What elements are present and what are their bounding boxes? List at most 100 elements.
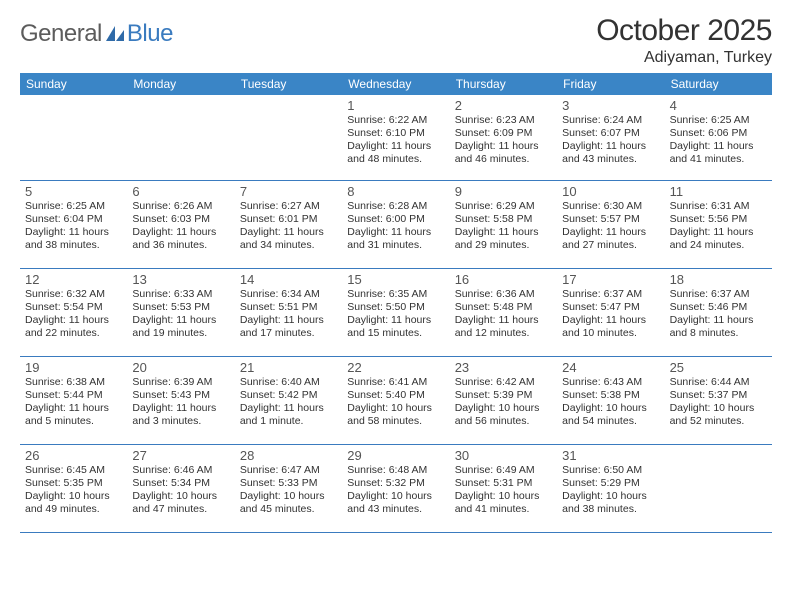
sunrise-text: Sunrise: 6:27 AM bbox=[240, 200, 337, 213]
calendar-day-cell: 30Sunrise: 6:49 AMSunset: 5:31 PMDayligh… bbox=[450, 445, 557, 532]
sunrise-text: Sunrise: 6:50 AM bbox=[562, 464, 659, 477]
sunrise-text: Sunrise: 6:40 AM bbox=[240, 376, 337, 389]
sunset-text: Sunset: 5:31 PM bbox=[455, 477, 552, 490]
sunset-text: Sunset: 5:39 PM bbox=[455, 389, 552, 402]
daylight-text: Daylight: 11 hours and 3 minutes. bbox=[132, 402, 229, 428]
calendar-day-cell: 1Sunrise: 6:22 AMSunset: 6:10 PMDaylight… bbox=[342, 95, 449, 180]
sunset-text: Sunset: 6:07 PM bbox=[562, 127, 659, 140]
sunset-text: Sunset: 5:34 PM bbox=[132, 477, 229, 490]
calendar-day-cell: 23Sunrise: 6:42 AMSunset: 5:39 PMDayligh… bbox=[450, 357, 557, 444]
calendar-day-cell: 26Sunrise: 6:45 AMSunset: 5:35 PMDayligh… bbox=[20, 445, 127, 532]
day-number: 8 bbox=[347, 184, 444, 199]
sunset-text: Sunset: 5:48 PM bbox=[455, 301, 552, 314]
daylight-text: Daylight: 11 hours and 38 minutes. bbox=[25, 226, 122, 252]
day-number: 20 bbox=[132, 360, 229, 375]
day-number: 11 bbox=[670, 184, 767, 199]
calendar-day-cell: 16Sunrise: 6:36 AMSunset: 5:48 PMDayligh… bbox=[450, 269, 557, 356]
daylight-text: Daylight: 10 hours and 47 minutes. bbox=[132, 490, 229, 516]
sunrise-text: Sunrise: 6:37 AM bbox=[562, 288, 659, 301]
day-number: 15 bbox=[347, 272, 444, 287]
sunset-text: Sunset: 6:00 PM bbox=[347, 213, 444, 226]
sunrise-text: Sunrise: 6:33 AM bbox=[132, 288, 229, 301]
sunrise-text: Sunrise: 6:44 AM bbox=[670, 376, 767, 389]
sunset-text: Sunset: 5:58 PM bbox=[455, 213, 552, 226]
sunset-text: Sunset: 6:01 PM bbox=[240, 213, 337, 226]
calendar-week-row: 12Sunrise: 6:32 AMSunset: 5:54 PMDayligh… bbox=[20, 269, 772, 357]
day-number: 12 bbox=[25, 272, 122, 287]
day-number: 25 bbox=[670, 360, 767, 375]
sunset-text: Sunset: 5:29 PM bbox=[562, 477, 659, 490]
brand-word1: General bbox=[20, 20, 102, 48]
weekday-header: Saturday bbox=[665, 73, 772, 95]
sunset-text: Sunset: 5:37 PM bbox=[670, 389, 767, 402]
month-title: October 2025 bbox=[596, 14, 772, 48]
calendar-day-cell: 21Sunrise: 6:40 AMSunset: 5:42 PMDayligh… bbox=[235, 357, 342, 444]
daylight-text: Daylight: 11 hours and 36 minutes. bbox=[132, 226, 229, 252]
calendar-day-cell bbox=[665, 445, 772, 532]
daylight-text: Daylight: 11 hours and 12 minutes. bbox=[455, 314, 552, 340]
daylight-text: Daylight: 11 hours and 43 minutes. bbox=[562, 140, 659, 166]
calendar-day-cell: 10Sunrise: 6:30 AMSunset: 5:57 PMDayligh… bbox=[557, 181, 664, 268]
sunrise-text: Sunrise: 6:49 AM bbox=[455, 464, 552, 477]
calendar-day-cell: 28Sunrise: 6:47 AMSunset: 5:33 PMDayligh… bbox=[235, 445, 342, 532]
day-number: 9 bbox=[455, 184, 552, 199]
daylight-text: Daylight: 11 hours and 31 minutes. bbox=[347, 226, 444, 252]
day-number: 28 bbox=[240, 448, 337, 463]
sunset-text: Sunset: 5:56 PM bbox=[670, 213, 767, 226]
calendar-day-cell: 8Sunrise: 6:28 AMSunset: 6:00 PMDaylight… bbox=[342, 181, 449, 268]
sunset-text: Sunset: 6:09 PM bbox=[455, 127, 552, 140]
daylight-text: Daylight: 11 hours and 1 minute. bbox=[240, 402, 337, 428]
day-number: 2 bbox=[455, 98, 552, 113]
sunrise-text: Sunrise: 6:24 AM bbox=[562, 114, 659, 127]
sunrise-text: Sunrise: 6:48 AM bbox=[347, 464, 444, 477]
sunrise-text: Sunrise: 6:41 AM bbox=[347, 376, 444, 389]
daylight-text: Daylight: 11 hours and 46 minutes. bbox=[455, 140, 552, 166]
weeks-container: 1Sunrise: 6:22 AMSunset: 6:10 PMDaylight… bbox=[20, 95, 772, 533]
calendar-day-cell: 29Sunrise: 6:48 AMSunset: 5:32 PMDayligh… bbox=[342, 445, 449, 532]
sunset-text: Sunset: 5:35 PM bbox=[25, 477, 122, 490]
day-number: 7 bbox=[240, 184, 337, 199]
title-block: October 2025 Adiyaman, Turkey bbox=[596, 14, 772, 67]
day-number: 1 bbox=[347, 98, 444, 113]
calendar-day-cell: 24Sunrise: 6:43 AMSunset: 5:38 PMDayligh… bbox=[557, 357, 664, 444]
sunset-text: Sunset: 5:33 PM bbox=[240, 477, 337, 490]
brand-word2: Blue bbox=[127, 20, 173, 48]
calendar-day-cell: 22Sunrise: 6:41 AMSunset: 5:40 PMDayligh… bbox=[342, 357, 449, 444]
sunrise-text: Sunrise: 6:31 AM bbox=[670, 200, 767, 213]
calendar-week-row: 5Sunrise: 6:25 AMSunset: 6:04 PMDaylight… bbox=[20, 181, 772, 269]
daylight-text: Daylight: 11 hours and 5 minutes. bbox=[25, 402, 122, 428]
day-number: 24 bbox=[562, 360, 659, 375]
sunrise-text: Sunrise: 6:32 AM bbox=[25, 288, 122, 301]
calendar-week-row: 19Sunrise: 6:38 AMSunset: 5:44 PMDayligh… bbox=[20, 357, 772, 445]
day-number: 21 bbox=[240, 360, 337, 375]
daylight-text: Daylight: 11 hours and 27 minutes. bbox=[562, 226, 659, 252]
calendar-day-cell: 17Sunrise: 6:37 AMSunset: 5:47 PMDayligh… bbox=[557, 269, 664, 356]
calendar-day-cell: 25Sunrise: 6:44 AMSunset: 5:37 PMDayligh… bbox=[665, 357, 772, 444]
weekday-header: Thursday bbox=[450, 73, 557, 95]
daylight-text: Daylight: 11 hours and 34 minutes. bbox=[240, 226, 337, 252]
sunrise-text: Sunrise: 6:46 AM bbox=[132, 464, 229, 477]
sunrise-text: Sunrise: 6:43 AM bbox=[562, 376, 659, 389]
day-number: 26 bbox=[25, 448, 122, 463]
daylight-text: Daylight: 11 hours and 10 minutes. bbox=[562, 314, 659, 340]
sail-icon bbox=[104, 24, 126, 44]
sunset-text: Sunset: 5:40 PM bbox=[347, 389, 444, 402]
sunset-text: Sunset: 5:38 PM bbox=[562, 389, 659, 402]
calendar-day-cell: 13Sunrise: 6:33 AMSunset: 5:53 PMDayligh… bbox=[127, 269, 234, 356]
daylight-text: Daylight: 10 hours and 58 minutes. bbox=[347, 402, 444, 428]
day-number: 18 bbox=[670, 272, 767, 287]
calendar-day-cell: 3Sunrise: 6:24 AMSunset: 6:07 PMDaylight… bbox=[557, 95, 664, 180]
day-number: 22 bbox=[347, 360, 444, 375]
day-number: 5 bbox=[25, 184, 122, 199]
daylight-text: Daylight: 11 hours and 8 minutes. bbox=[670, 314, 767, 340]
calendar-day-cell: 9Sunrise: 6:29 AMSunset: 5:58 PMDaylight… bbox=[450, 181, 557, 268]
calendar-day-cell: 2Sunrise: 6:23 AMSunset: 6:09 PMDaylight… bbox=[450, 95, 557, 180]
calendar-day-cell: 20Sunrise: 6:39 AMSunset: 5:43 PMDayligh… bbox=[127, 357, 234, 444]
day-number: 23 bbox=[455, 360, 552, 375]
day-number: 4 bbox=[670, 98, 767, 113]
page-header: General Blue October 2025 Adiyaman, Turk… bbox=[20, 14, 772, 67]
sunset-text: Sunset: 5:32 PM bbox=[347, 477, 444, 490]
daylight-text: Daylight: 10 hours and 41 minutes. bbox=[455, 490, 552, 516]
daylight-text: Daylight: 11 hours and 15 minutes. bbox=[347, 314, 444, 340]
sunset-text: Sunset: 5:44 PM bbox=[25, 389, 122, 402]
